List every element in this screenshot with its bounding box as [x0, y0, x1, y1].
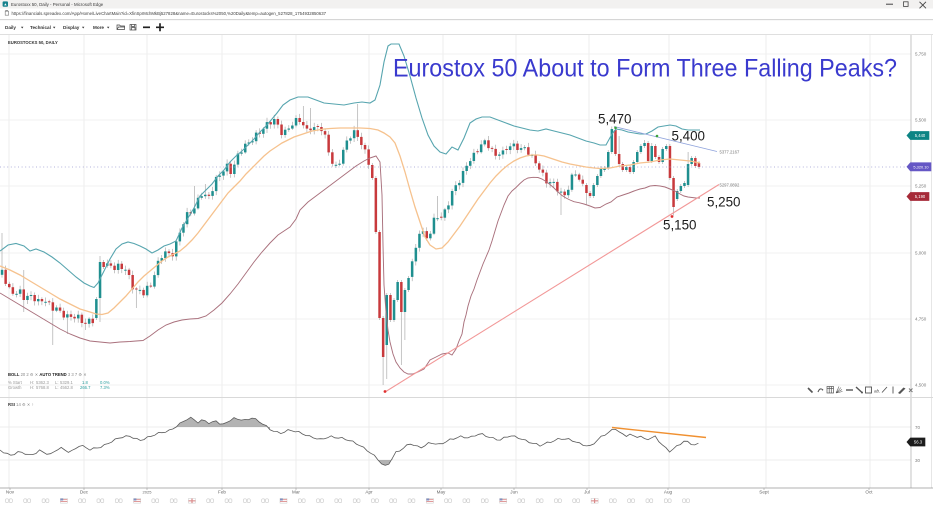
- svg-text:Jun: Jun: [510, 490, 518, 495]
- svg-text:EUROSTOCKS 50, DAILY: EUROSTOCKS 50, DAILY: [8, 40, 58, 45]
- svg-text:https://financials.spreadex.co: https://financials.spreadex.com/App/Home…: [12, 11, 327, 16]
- svg-text:2025: 2025: [143, 490, 153, 495]
- svg-text:5,150: 5,150: [663, 217, 697, 232]
- svg-text:5,470: 5,470: [598, 111, 632, 126]
- svg-text:5,250: 5,250: [915, 184, 927, 189]
- svg-text:4,500: 4,500: [915, 383, 927, 388]
- svg-text:5,500: 5,500: [915, 118, 927, 123]
- svg-text:RSI 14 ⚙ ✕ ↑: RSI 14 ⚙ ✕ ↑: [8, 402, 34, 407]
- svg-text:Oct: Oct: [865, 490, 873, 495]
- svg-text:May: May: [437, 490, 446, 495]
- svg-text:5297.0892: 5297.0892: [720, 183, 740, 188]
- svg-text:Daily: Daily: [5, 25, 16, 30]
- svg-text:5,750: 5,750: [915, 52, 927, 57]
- svg-text:Display: Display: [63, 25, 80, 30]
- svg-text:5,190: 5,190: [915, 194, 926, 199]
- svg-text:30: 30: [915, 458, 921, 463]
- svg-text:4,750: 4,750: [915, 317, 927, 322]
- svg-text:Jul: Jul: [584, 490, 590, 495]
- svg-text:Aug: Aug: [664, 490, 673, 495]
- svg-text:Apr: Apr: [365, 490, 373, 495]
- svg-text:70: 70: [915, 425, 921, 430]
- svg-text:Sept: Sept: [759, 490, 769, 495]
- svg-text:5377.2167: 5377.2167: [720, 150, 740, 155]
- svg-text:5,250: 5,250: [707, 195, 741, 210]
- svg-text:5,400: 5,400: [672, 129, 706, 144]
- svg-text:5,440: 5,440: [915, 133, 926, 138]
- svg-text:Eurostoxx 50, Daily - Personal: Eurostoxx 50, Daily - Personal - Microso…: [11, 2, 104, 7]
- svg-text:ab.: ab.: [874, 389, 880, 394]
- svg-text:Feb: Feb: [218, 490, 226, 495]
- svg-text:Mar: Mar: [292, 490, 300, 495]
- svg-text:Technical: Technical: [30, 25, 51, 30]
- svg-text:Dec: Dec: [80, 490, 89, 495]
- svg-text:BOLL 20 2 ⚙ ✕ AUTO TREND 3: BOLL 20 2 ⚙ ✕ AUTO TREND 3 3 7 ⚙ ✕: [8, 372, 87, 377]
- svg-text:5,000: 5,000: [915, 251, 927, 256]
- svg-text:5,320.10: 5,320.10: [913, 164, 929, 169]
- svg-text:56.3: 56.3: [914, 440, 923, 445]
- svg-text:Eurostox 50 About to Form Thre: Eurostox 50 About to Form Three Falling …: [393, 55, 897, 83]
- svg-text:More: More: [93, 25, 104, 30]
- svg-text:Nov: Nov: [6, 490, 15, 495]
